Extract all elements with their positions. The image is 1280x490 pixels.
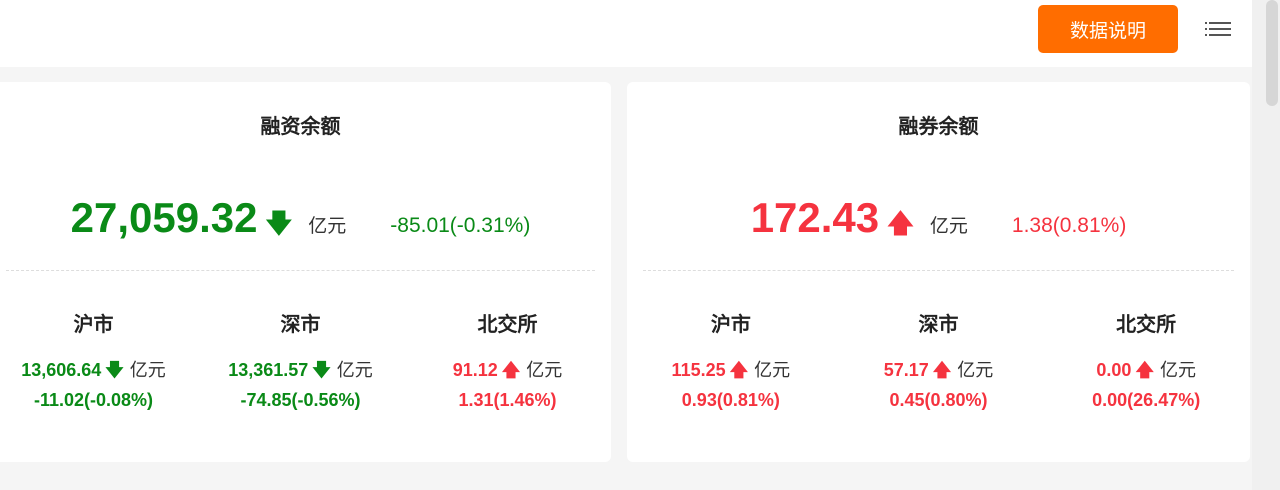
market-column: 深市 57.17 🡅 亿元 0.45(0.80%) (835, 308, 1043, 411)
market-value: 115.25 (671, 360, 726, 380)
divider (643, 270, 1234, 271)
market-column: 沪市 115.25 🡅 亿元 0.93(0.81%) (627, 308, 835, 411)
total-change: 1.38(0.81%) (1011, 214, 1127, 237)
unit: 亿元 (129, 360, 166, 380)
top-bar: 数据说明 (0, 0, 1252, 67)
unit: 亿元 (754, 360, 791, 380)
total-value: 172.43 (750, 194, 880, 241)
card-title: 融券余额 (898, 116, 979, 138)
arrow-up-icon: 🡅 (887, 208, 914, 238)
market-change: 0.93(0.81%) (681, 390, 780, 410)
market-change: 0.00(26.47%) (1092, 390, 1201, 410)
market-name: 北交所 (1116, 314, 1177, 336)
arrow-up-icon: 🡅 (501, 360, 521, 380)
market-column: 北交所 91.12 🡅 亿元 1.31(1.46%) (404, 308, 611, 411)
unit: 亿元 (336, 360, 373, 380)
market-name: 北交所 (477, 314, 538, 336)
total-value: 27,059.32 (70, 194, 258, 241)
unit: 亿元 (957, 360, 994, 380)
unit: 亿元 (526, 360, 563, 380)
market-column: 北交所 0.00 🡅 亿元 0.00(26.47%) (1042, 308, 1250, 411)
divider (6, 270, 595, 271)
market-name: 沪市 (73, 314, 114, 336)
market-column: 沪市 13,606.64 🡇 亿元 -11.02(-0.08%) (0, 308, 197, 411)
unit: 亿元 (929, 216, 968, 237)
unit: 亿元 (1159, 360, 1196, 380)
total-change: -85.01(-0.31%) (390, 214, 531, 237)
unit: 亿元 (308, 216, 347, 237)
financing-balance-card: 融资余额 27,059.32 🡇 亿元 -85.01(-0.31%) 沪市 13… (0, 82, 611, 462)
arrow-down-icon: 🡇 (265, 208, 293, 238)
data-explanation-button[interactable]: 数据说明 (1038, 5, 1178, 53)
arrow-up-icon: 🡅 (932, 360, 952, 380)
arrow-up-icon: 🡅 (729, 360, 749, 380)
market-change: 1.31(1.46%) (458, 390, 557, 410)
list-icon[interactable] (1205, 18, 1231, 40)
scrollbar-thumb[interactable] (1266, 0, 1278, 106)
arrow-down-icon: 🡇 (105, 360, 124, 380)
market-name: 深市 (918, 314, 959, 336)
market-column: 深市 13,361.57 🡇 亿元 -74.85(-0.56%) (197, 308, 404, 411)
market-value: 0.00 (1096, 360, 1132, 380)
card-title: 融资余额 (260, 116, 341, 138)
market-change: -11.02(-0.08%) (33, 390, 154, 410)
market-change: -74.85(-0.56%) (240, 390, 361, 410)
arrow-up-icon: 🡅 (1135, 360, 1154, 380)
securities-balance-card: 融券余额 172.43 🡅 亿元 1.38(0.81%) 沪市 115.25 🡅 亿… (627, 82, 1250, 462)
market-value: 91.12 (452, 360, 498, 380)
arrow-down-icon: 🡇 (312, 360, 331, 380)
market-name: 深市 (280, 314, 321, 336)
market-value: 13,606.64 (21, 360, 102, 380)
market-change: 0.45(0.80%) (889, 390, 988, 410)
market-value: 57.17 (883, 360, 929, 380)
market-name: 沪市 (710, 314, 751, 336)
market-value: 13,361.57 (228, 360, 309, 380)
